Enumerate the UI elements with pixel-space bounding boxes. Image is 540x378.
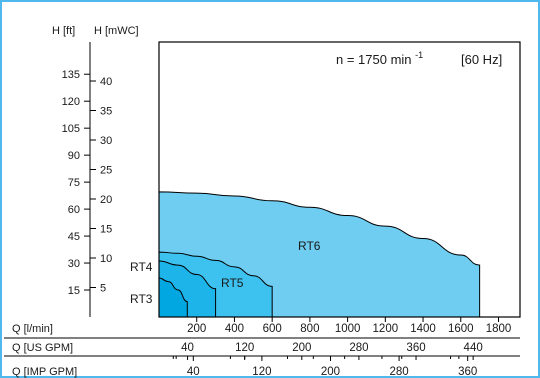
x-tick-label-lpm-1600: 1600 (448, 323, 474, 335)
label-rt4: RT4 (130, 260, 153, 274)
y-tick-label-m-30: 30 (100, 135, 112, 147)
y-tick-label-m-40: 40 (100, 76, 112, 88)
x-tick-label-lpm-1000: 1000 (335, 323, 361, 335)
x-tick-label-us_gpm-40: 40 (181, 342, 194, 354)
plot-frame (158, 41, 521, 318)
speed-label: n = 1750 min -1 (336, 50, 423, 67)
frequency-label: [60 Hz] (461, 52, 502, 67)
x-tick-label-imp_gpm-40: 40 (187, 366, 200, 378)
label-rt6: RT6 (298, 239, 321, 253)
x-tick-label-imp_gpm-360: 360 (458, 366, 477, 378)
x-tick-label-lpm-1200: 1200 (373, 323, 399, 335)
y-tick-label-m-5: 5 (100, 283, 106, 295)
x-axis-unit-imp_gpm: Q [IMP GPM] (12, 366, 77, 378)
x-tick-label-lpm-1800: 1800 (486, 323, 512, 335)
x-tick-label-lpm-800: 800 (300, 323, 319, 335)
y-axis-unit-ft: H [ft] (52, 25, 75, 37)
y-tick-label-m-25: 25 (100, 165, 112, 177)
y-tick-label-ft-135: 135 (62, 69, 80, 81)
curve-rt3 (158, 277, 188, 318)
x-tick-label-lpm-600: 600 (263, 323, 282, 335)
label-rt3: RT3 (130, 292, 153, 306)
y-tick-label-ft-75: 75 (68, 177, 80, 189)
frame-bottom-border (0, 376, 540, 378)
y-tick-label-ft-15: 15 (68, 285, 80, 297)
y-tick-label-ft-45: 45 (68, 231, 80, 243)
x-tick-label-us_gpm-280: 280 (349, 342, 368, 354)
y-tick-label-ft-105: 105 (62, 123, 80, 135)
x-tick-label-imp_gpm-280: 280 (389, 366, 408, 378)
label-rt5: RT5 (221, 276, 244, 290)
y-tick-label-m-20: 20 (100, 194, 112, 206)
x-tick-label-lpm-1400: 1400 (410, 323, 436, 335)
y-tick-label-m-15: 15 (100, 224, 112, 236)
y-tick-label-m-10: 10 (100, 253, 112, 265)
frame-right-border (538, 0, 540, 378)
x-tick-label-us_gpm-120: 120 (235, 342, 254, 354)
x-axis-unit-lpm: Q [l/min] (12, 323, 53, 335)
speed-label-exponent: -1 (415, 50, 423, 60)
y-axis-ticks: 5 10 15 20 25 30 35 40 15 30 45 60 75 90 105 120 135 (62, 69, 113, 297)
x-tick-label-us_gpm-200: 200 (292, 342, 311, 354)
y-tick-label-ft-90: 90 (68, 150, 80, 162)
y-tick-label-ft-120: 120 (62, 96, 80, 108)
x-axis-rows: Q [l/min] 200 400 600 800 1000 1200 1400 1600 180… (4, 317, 520, 378)
speed-label-prefix: n = 1750 min (336, 52, 412, 67)
y-tick-label-ft-30: 30 (68, 258, 80, 270)
performance-curves (158, 191, 481, 318)
x-tick-label-lpm-200: 200 (187, 323, 206, 335)
y-axis-unit-m: H [mWC] (94, 25, 139, 37)
x-tick-label-imp_gpm-120: 120 (252, 366, 271, 378)
x-axis-unit-us_gpm: Q [US GPM] (12, 342, 73, 354)
x-tick-label-imp_gpm-200: 200 (321, 366, 340, 378)
curve-labels: RT6 RT5 RT4 RT3 (130, 239, 321, 306)
y-tick-label-ft-60: 60 (68, 204, 80, 216)
frame-top-border (0, 0, 540, 2)
y-tick-label-m-35: 35 (100, 106, 112, 118)
frame-left-border (0, 0, 2, 378)
x-tick-label-us_gpm-360: 360 (406, 342, 425, 354)
x-tick-label-lpm-400: 400 (225, 323, 244, 335)
x-tick-label-us_gpm-440: 440 (464, 342, 483, 354)
